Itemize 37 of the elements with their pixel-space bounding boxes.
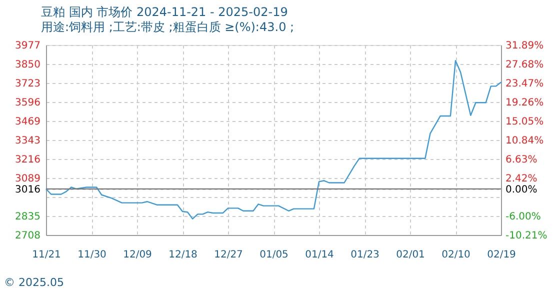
x-tick-label: 01/05: [260, 250, 288, 260]
x-tick-label: 02/10: [442, 250, 470, 260]
y-tick-label: 3016: [15, 184, 40, 196]
y-tick-label: 3977: [15, 40, 40, 52]
y2-tick-label: 15.05%: [506, 116, 544, 128]
line-series: [45, 60, 502, 220]
y2-tick-label: 6.63%: [506, 154, 538, 166]
y-tick-label: 3216: [15, 154, 40, 166]
y2-tick-label: 19.26%: [506, 98, 544, 108]
y-tick-label: 2708: [15, 230, 40, 242]
y2-tick-label: 0.00%: [506, 184, 538, 196]
y2-tick-label: 10.84%: [506, 136, 544, 146]
x-tick-label: 12/09: [123, 250, 152, 260]
y2-tick-label: 2.42%: [506, 174, 538, 184]
x-tick-label: 01/14: [305, 250, 334, 260]
y-tick-label: 3089: [15, 173, 40, 184]
chart-subtitle: 用途:饲料用 ;工艺:带皮 ;粗蛋白质 ≥(%):43.0 ;: [41, 20, 294, 34]
y2-tick-label: 31.89%: [506, 40, 544, 52]
y2-tick-label: 27.68%: [506, 60, 544, 70]
y-tick-label: 3469: [15, 116, 40, 128]
x-tick-label: 11/21: [32, 250, 61, 260]
x-tick-label: 12/18: [168, 250, 198, 260]
y2-tick-label: 23.47%: [506, 78, 544, 90]
y-tick-label: 3343: [15, 135, 40, 146]
x-tick-label: 02/19: [487, 250, 516, 260]
chart-title: 豆粕 国内 市场价 2024-11-21 - 2025-02-19: [41, 5, 288, 19]
x-tick-label: 11/30: [78, 250, 106, 260]
x-tick-label: 01/23: [350, 250, 380, 260]
y-tick-label: 2835: [15, 211, 40, 222]
text: © 2025.05: [4, 276, 64, 289]
x-tick-label: 12/27: [214, 250, 243, 260]
y-tick-label: 3596: [15, 98, 40, 109]
y2-tick-label: -10.21%: [506, 230, 548, 242]
y-tick-label: 3723: [15, 78, 40, 90]
y2-tick-label: -6.00%: [506, 212, 541, 222]
x-tick-label: 02/01: [396, 250, 425, 260]
y-tick-label: 3850: [15, 60, 40, 71]
